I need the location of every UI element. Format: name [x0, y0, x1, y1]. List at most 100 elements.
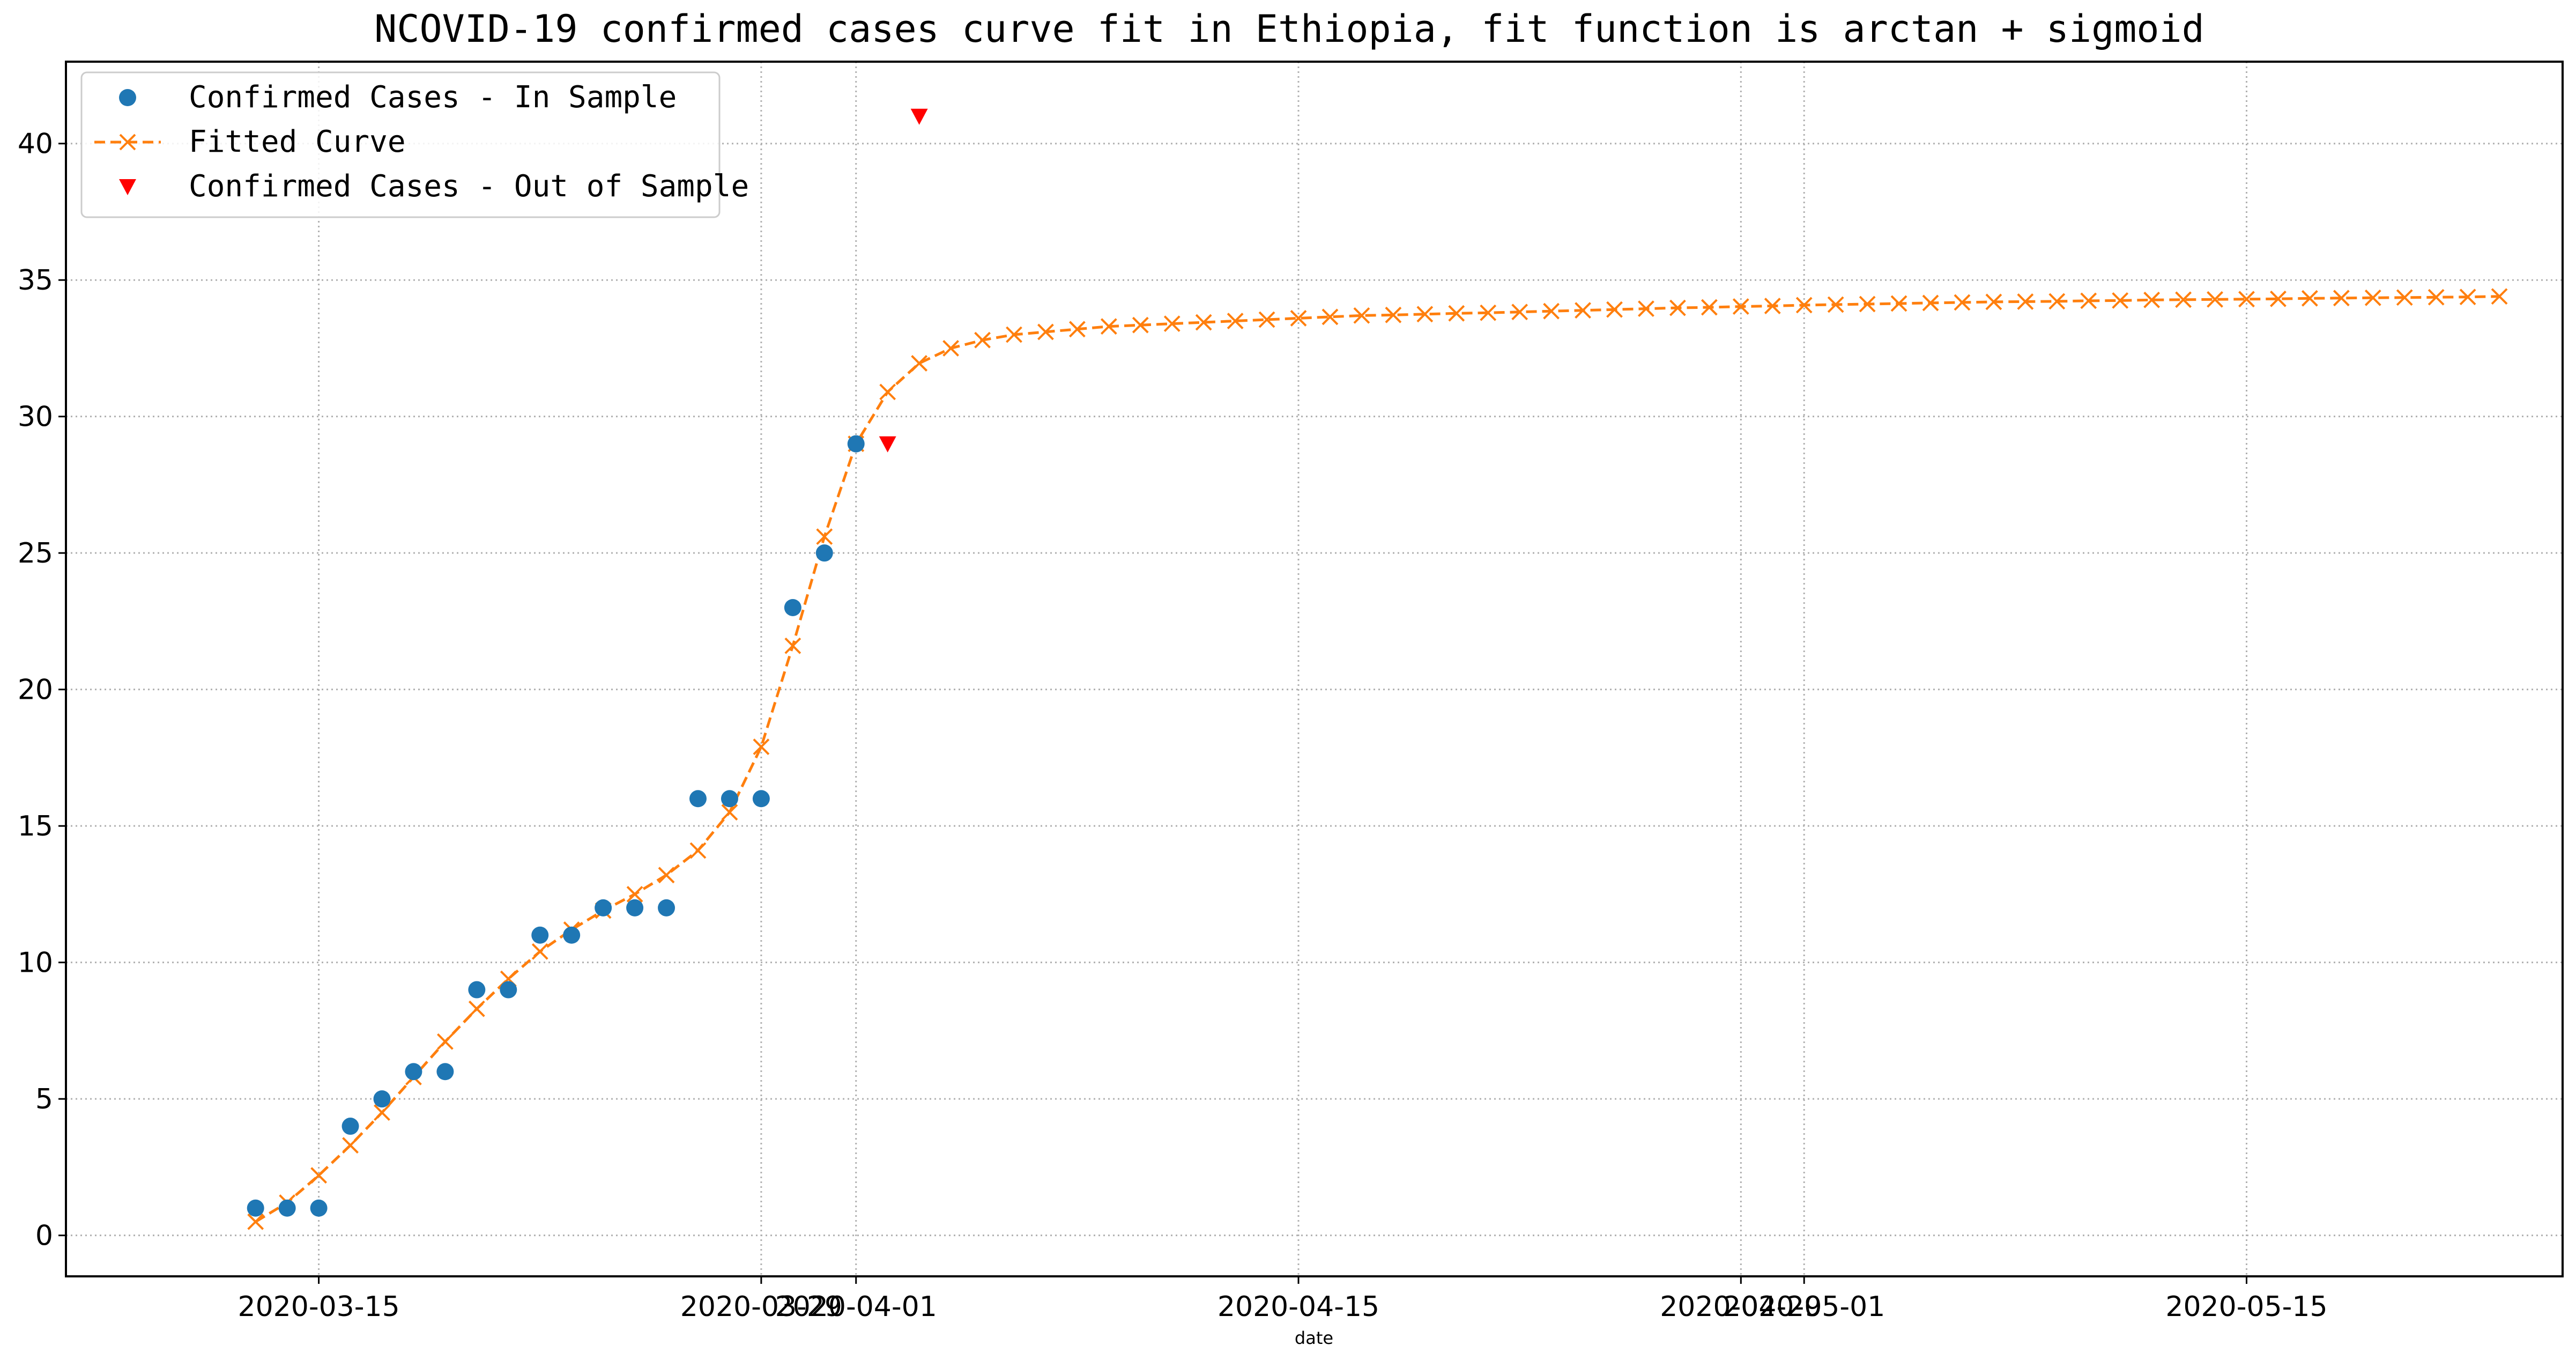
fitted-curve-point	[2080, 292, 2097, 309]
legend-label: Fitted Curve	[189, 124, 406, 159]
fitted-curve-point	[1732, 298, 1749, 315]
in-sample-point	[658, 899, 675, 916]
fitted-curve-point	[816, 528, 833, 545]
fitted-curve-point	[1195, 314, 1212, 331]
fitted-curve-point	[2491, 288, 2508, 305]
in-sample-point	[847, 435, 865, 453]
fitted-curve-point	[1416, 306, 1434, 323]
fitted-curve-point	[1006, 326, 1022, 343]
in-sample-point	[626, 899, 644, 916]
out-of-sample-point	[910, 108, 928, 125]
fitted-curve-point	[1385, 306, 1402, 323]
legend-label: Confirmed Cases - In Sample	[189, 80, 677, 115]
fitted-curve-point	[1827, 296, 1844, 313]
fitted-curve-point	[1163, 315, 1181, 332]
in-sample-point	[373, 1090, 391, 1108]
legend-marker-fitted	[119, 134, 136, 151]
fitted-curve-point	[1890, 295, 1907, 312]
fitted-curve-point	[1100, 318, 1117, 335]
fitted-curve-point	[1985, 293, 2002, 311]
y-tick-label: 30	[18, 401, 53, 433]
fitted-curve-point	[2270, 290, 2287, 307]
fitted-curve-line	[255, 295, 2500, 1223]
in-sample-point	[595, 899, 612, 916]
fitted-curve-point	[721, 804, 738, 821]
fitted-curve-point	[1669, 299, 1686, 316]
fitted-curve-point	[1068, 321, 1086, 338]
in-sample-point	[689, 790, 707, 808]
fitted-curve-point	[342, 1137, 359, 1154]
in-sample-point	[563, 926, 581, 944]
y-tick-label: 20	[18, 674, 53, 706]
fitted-curve-point	[658, 867, 675, 884]
fitted-curve-point	[1795, 297, 1813, 314]
fitted-curve-point	[2175, 291, 2192, 308]
fitted-curve-point	[2333, 290, 2350, 307]
fitted-curve-point	[1480, 304, 1497, 321]
fitted-curve-point	[911, 355, 928, 372]
fitted-curve-point	[1575, 302, 1591, 319]
fitted-curve-point	[1353, 307, 1370, 324]
fitted-curve-point	[436, 1033, 454, 1050]
fitted-curve-point	[468, 1000, 485, 1017]
fitted-curve-point	[2459, 289, 2476, 306]
fitted-curve-point	[2364, 289, 2381, 306]
y-tick-label: 5	[35, 1083, 53, 1115]
fitted-curve-point	[374, 1104, 390, 1121]
chart-title: NCOVID-19 confirmed cases curve fit in E…	[374, 7, 2204, 51]
plot-area	[247, 108, 2508, 1230]
fitted-curve-point	[2396, 289, 2413, 306]
fitted-curve-point	[1701, 299, 1718, 316]
x-tick-label: 2020-04-01	[775, 1291, 937, 1323]
fitted-curve-point	[1922, 294, 1939, 312]
x-tick-label: 2020-03-15	[237, 1291, 399, 1323]
fitted-curve-point	[753, 738, 770, 755]
x-axis-label: date	[1295, 1328, 1333, 1348]
fitted-curve-point	[1764, 298, 1781, 314]
fitted-curve-point	[689, 842, 707, 859]
fitted-curve-point	[310, 1167, 328, 1184]
legend-marker-out-sample	[119, 179, 136, 195]
y-tick-label: 35	[18, 264, 53, 297]
y-tick-label: 0	[35, 1220, 53, 1252]
x-tick-label: 2020-03-29	[680, 1291, 842, 1323]
in-sample-point	[531, 926, 549, 944]
fitted-curve-point	[2143, 291, 2161, 308]
in-sample-point	[721, 790, 738, 808]
fitted-curve-point	[942, 340, 959, 357]
fitted-curve-point	[2427, 289, 2445, 306]
fitted-curve-point	[784, 637, 801, 654]
in-sample-point	[784, 598, 801, 616]
in-sample-point	[405, 1063, 422, 1081]
plot-frame	[65, 61, 2564, 1277]
fitted-curve-point	[1954, 294, 1971, 311]
fitted-curve-point	[1511, 304, 1528, 321]
fitted-curve-point	[879, 383, 896, 401]
in-sample-point	[247, 1199, 264, 1217]
y-tick-label: 25	[18, 537, 53, 570]
fitted-curve-point	[2048, 293, 2066, 310]
in-sample-point	[342, 1118, 359, 1135]
x-tick-label: 2020-05-01	[1723, 1291, 1885, 1323]
fitted-curve-point	[2112, 292, 2129, 309]
out-of-sample-point	[879, 436, 896, 453]
fitted-curve-point	[1227, 313, 1244, 329]
fitted-curve-point	[2207, 291, 2223, 308]
fitted-curve-point	[1132, 316, 1149, 334]
x-tick-label: 2020-04-29	[1660, 1291, 1822, 1323]
fitted-curve-point	[1258, 311, 1275, 328]
x-tick-label: 2020-04-15	[1218, 1291, 1379, 1323]
y-tick-label: 10	[18, 947, 53, 979]
in-sample-point	[752, 790, 770, 808]
y-tick-label: 15	[18, 810, 53, 842]
fitted-curve-point	[531, 943, 548, 960]
fitted-curve-point	[1322, 308, 1339, 326]
fitted-curve-point	[974, 331, 991, 349]
fitted-curve-point	[1290, 310, 1307, 327]
fitted-curve-point	[2017, 293, 2034, 310]
fitted-curve-point	[247, 1213, 264, 1230]
fitted-curve-point	[1606, 301, 1623, 318]
fitted-curve-point	[626, 886, 643, 903]
